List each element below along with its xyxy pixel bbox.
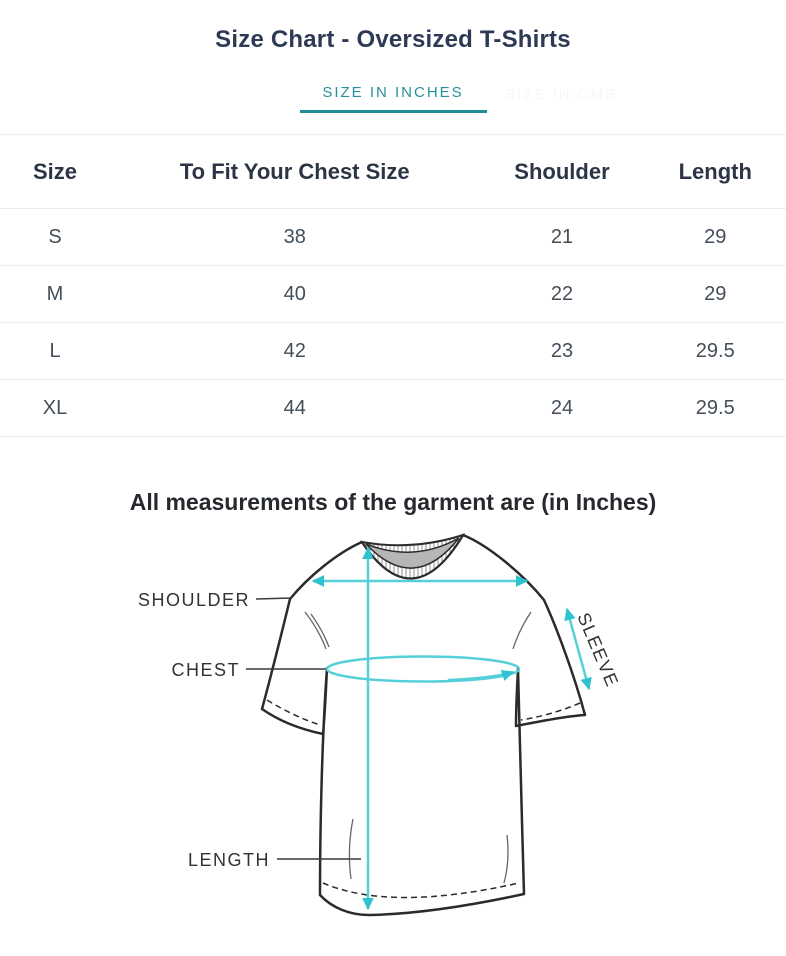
table-row-xl: XL 44 24 29.5 — [0, 379, 786, 437]
length-label: LENGTH — [188, 850, 270, 870]
column-header-shoulder: Shoulder — [479, 134, 645, 209]
shoulder-connector-line — [255, 597, 293, 600]
page-title: Size Chart - Oversized T-Shirts — [215, 26, 571, 53]
cell-size: XL — [0, 379, 111, 437]
column-header-size: Size — [0, 134, 111, 209]
bottom-hem-dashed — [322, 882, 520, 899]
collar-back-panel — [365, 537, 460, 569]
cell-shoulder: 23 — [479, 322, 645, 380]
column-header-chest: To Fit Your Chest Size — [110, 134, 480, 209]
tshirt-outline — [260, 533, 587, 917]
cell-length: 29.5 — [644, 322, 786, 380]
tab-size-in-cms[interactable]: SIZE IN CMS — [505, 86, 618, 103]
cell-chest: 38 — [110, 208, 480, 266]
left-sleeve-hem-dashed — [266, 699, 321, 726]
chest-label: CHEST — [171, 660, 240, 680]
units-tabs: SIZE IN INCHES SIZE IN CMS — [0, 84, 786, 118]
cell-chest: 44 — [110, 379, 480, 437]
table-row-s: S 38 21 29 — [0, 208, 786, 266]
size-table-header-row: Size To Fit Your Chest Size Shoulder Len… — [0, 134, 786, 209]
tab-size-in-inches[interactable]: SIZE IN INCHES — [299, 84, 487, 113]
table-row-m: M 40 22 29 — [0, 265, 786, 323]
cell-length: 29 — [644, 208, 786, 266]
tshirt-diagram-svg: SHOULDER CHEST LENGTH SLEEVE — [138, 533, 623, 917]
cell-size: S — [0, 208, 111, 266]
cell-length: 29 — [644, 265, 786, 323]
tshirt-measurement-diagram: SHOULDER CHEST LENGTH SLEEVE — [0, 527, 786, 953]
chest-ellipse — [325, 655, 521, 683]
right-sleeve-hem-dashed — [520, 702, 581, 721]
wrinkle-lines — [304, 611, 532, 884]
sleeve-label: SLEEVE — [573, 610, 622, 691]
cell-shoulder: 21 — [479, 208, 645, 266]
cell-shoulder: 24 — [479, 379, 645, 437]
cell-shoulder: 22 — [479, 265, 645, 323]
measurement-note: All measurements of the garment are (in … — [129, 489, 657, 515]
size-table: Size To Fit Your Chest Size Shoulder Len… — [0, 134, 786, 437]
table-row-l: L 42 23 29.5 — [0, 322, 786, 380]
cell-chest: 40 — [110, 265, 480, 323]
column-header-length: Length — [644, 134, 786, 209]
shoulder-label: SHOULDER — [138, 590, 250, 610]
cell-chest: 42 — [110, 322, 480, 380]
cell-size: M — [0, 265, 111, 323]
cell-length: 29.5 — [644, 379, 786, 437]
chest-arrow — [447, 669, 515, 682]
sleeve-arrow — [564, 607, 592, 691]
cell-size: L — [0, 322, 111, 380]
